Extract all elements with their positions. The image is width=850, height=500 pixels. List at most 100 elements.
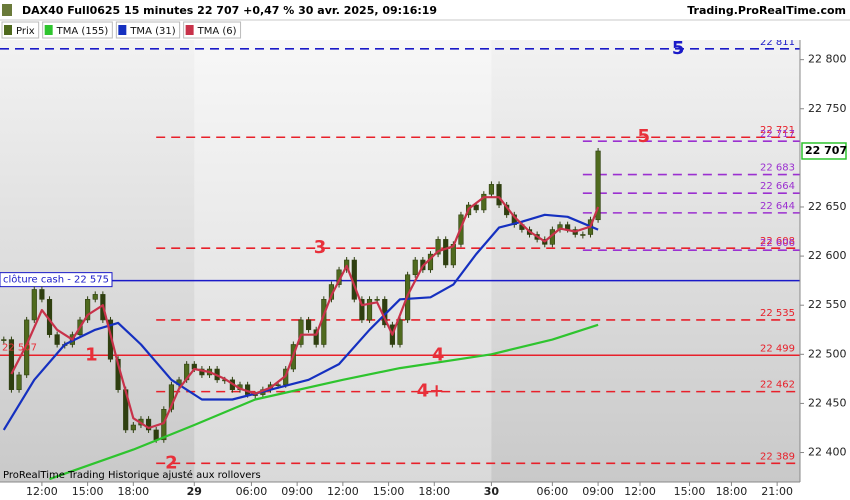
y-tick-label: 22 400	[808, 446, 847, 459]
y-tick-label: 22 600	[808, 249, 847, 262]
annotation: 22 507	[2, 342, 37, 353]
candle	[39, 289, 45, 300]
indicator-line	[49, 323, 599, 481]
candle	[412, 259, 418, 276]
level-label: 22 462	[760, 380, 795, 391]
legend-label: TMA (6)	[197, 26, 237, 37]
level-label: 22 608	[760, 236, 795, 247]
legend-label: TMA (155)	[56, 26, 109, 37]
level-label: 22 606	[760, 238, 795, 249]
candle	[8, 339, 15, 390]
candle	[473, 204, 479, 211]
legend-swatch	[118, 25, 127, 35]
level-label: 22 499	[760, 343, 795, 354]
legend-item	[115, 21, 181, 39]
candle	[85, 299, 91, 321]
x-tick-label: 18:00	[117, 485, 149, 498]
header-site: Trading.ProRealTime.com	[687, 4, 846, 17]
legend-swatch	[4, 25, 12, 35]
x-tick-label: 12:00	[624, 485, 656, 498]
legend-item	[183, 21, 242, 39]
candle	[168, 384, 175, 410]
indicator-line	[10, 196, 600, 430]
candle	[130, 424, 136, 431]
level-label: 22 721	[760, 125, 795, 136]
candle	[481, 193, 487, 211]
candle	[16, 374, 22, 390]
level-label: 22 683	[760, 163, 795, 174]
legend-swatch	[185, 25, 194, 35]
candle	[397, 319, 403, 345]
candle	[435, 239, 441, 255]
candle	[153, 429, 159, 441]
level-label: 22 664	[760, 181, 795, 192]
level-label: 22 389	[760, 451, 795, 462]
legend-item	[1, 21, 40, 39]
x-tick-label: 06:00	[236, 485, 268, 498]
candle	[31, 289, 37, 321]
candle	[305, 319, 312, 331]
x-tick-label: 12:00	[327, 485, 359, 498]
legend-item	[42, 21, 113, 39]
candle	[1, 339, 7, 341]
session-band	[194, 40, 492, 482]
y-tick-label: 22 650	[808, 200, 847, 213]
annotation: 1	[85, 344, 98, 365]
x-tick-label: 15:00	[674, 485, 706, 498]
header-title: DAX40 Full0625 15 minutes 22 707 +0,47 %…	[22, 4, 437, 17]
candle	[443, 239, 449, 266]
y-tick-label: 22 800	[808, 53, 847, 66]
last-price-label: 22 707	[805, 144, 847, 157]
legend-label: TMA (31)	[129, 26, 175, 37]
candle	[313, 329, 319, 345]
level-label-box	[0, 272, 113, 288]
x-axis-area	[0, 482, 800, 500]
level-label: 22 717	[760, 129, 795, 140]
legend-swatch	[44, 25, 53, 35]
y-tick-label: 22 750	[808, 102, 847, 115]
header-bar	[0, 0, 850, 20]
footer-note: ProRealTime Trading Historique ajusté au…	[3, 469, 261, 481]
candle	[275, 384, 281, 387]
x-tick-label: 09:00	[281, 485, 313, 498]
annotation: 2	[165, 452, 178, 473]
x-tick-label: 15:00	[373, 485, 405, 498]
y-tick-label: 22 500	[808, 347, 847, 360]
candle	[298, 319, 304, 345]
indicator-line	[2, 213, 599, 431]
candle	[488, 184, 495, 195]
candle	[374, 299, 380, 301]
axes: 22 400 22 450 22 500 22 550 22 600 22 650 22 7…	[26, 53, 847, 498]
x-tick-label: 29	[187, 485, 202, 498]
level-label: 22 535	[760, 308, 795, 319]
legend-label: Prix	[16, 26, 35, 37]
candle	[496, 184, 502, 206]
candle	[92, 294, 98, 300]
x-tick-label: 09:00	[582, 485, 614, 498]
level-label: clôture cash - 22 575	[3, 274, 109, 286]
x-tick-label: 06:00	[537, 485, 569, 498]
x-tick-label: 18:00	[716, 485, 748, 498]
x-tick-label: 21:00	[761, 485, 793, 498]
annotation: 3	[314, 237, 327, 258]
level-label: 22 811	[760, 37, 795, 48]
candle	[54, 334, 60, 345]
candle	[366, 299, 373, 321]
x-tick-label: 30	[484, 485, 500, 498]
y-axis-area	[800, 40, 850, 500]
level-label: 22 644	[760, 201, 795, 212]
annotation: 5	[638, 126, 651, 147]
candle	[145, 418, 152, 431]
x-tick-label: 12:00	[26, 485, 58, 498]
y-tick-label: 22 550	[808, 298, 847, 311]
candle	[595, 150, 601, 221]
x-tick-label: 15:00	[72, 485, 104, 498]
x-tick-label: 18:00	[418, 485, 450, 498]
legend: Prix TMA (155) TMA (31) TMA (6)	[1, 21, 242, 39]
annotation: 4	[432, 344, 445, 365]
y-tick-label: 22 450	[808, 396, 847, 409]
annotation: 5	[672, 38, 685, 59]
